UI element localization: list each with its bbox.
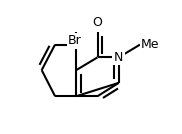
Text: Br: Br — [68, 34, 82, 47]
Text: N: N — [114, 51, 123, 64]
Text: Me: Me — [141, 38, 160, 51]
Text: O: O — [93, 16, 102, 29]
